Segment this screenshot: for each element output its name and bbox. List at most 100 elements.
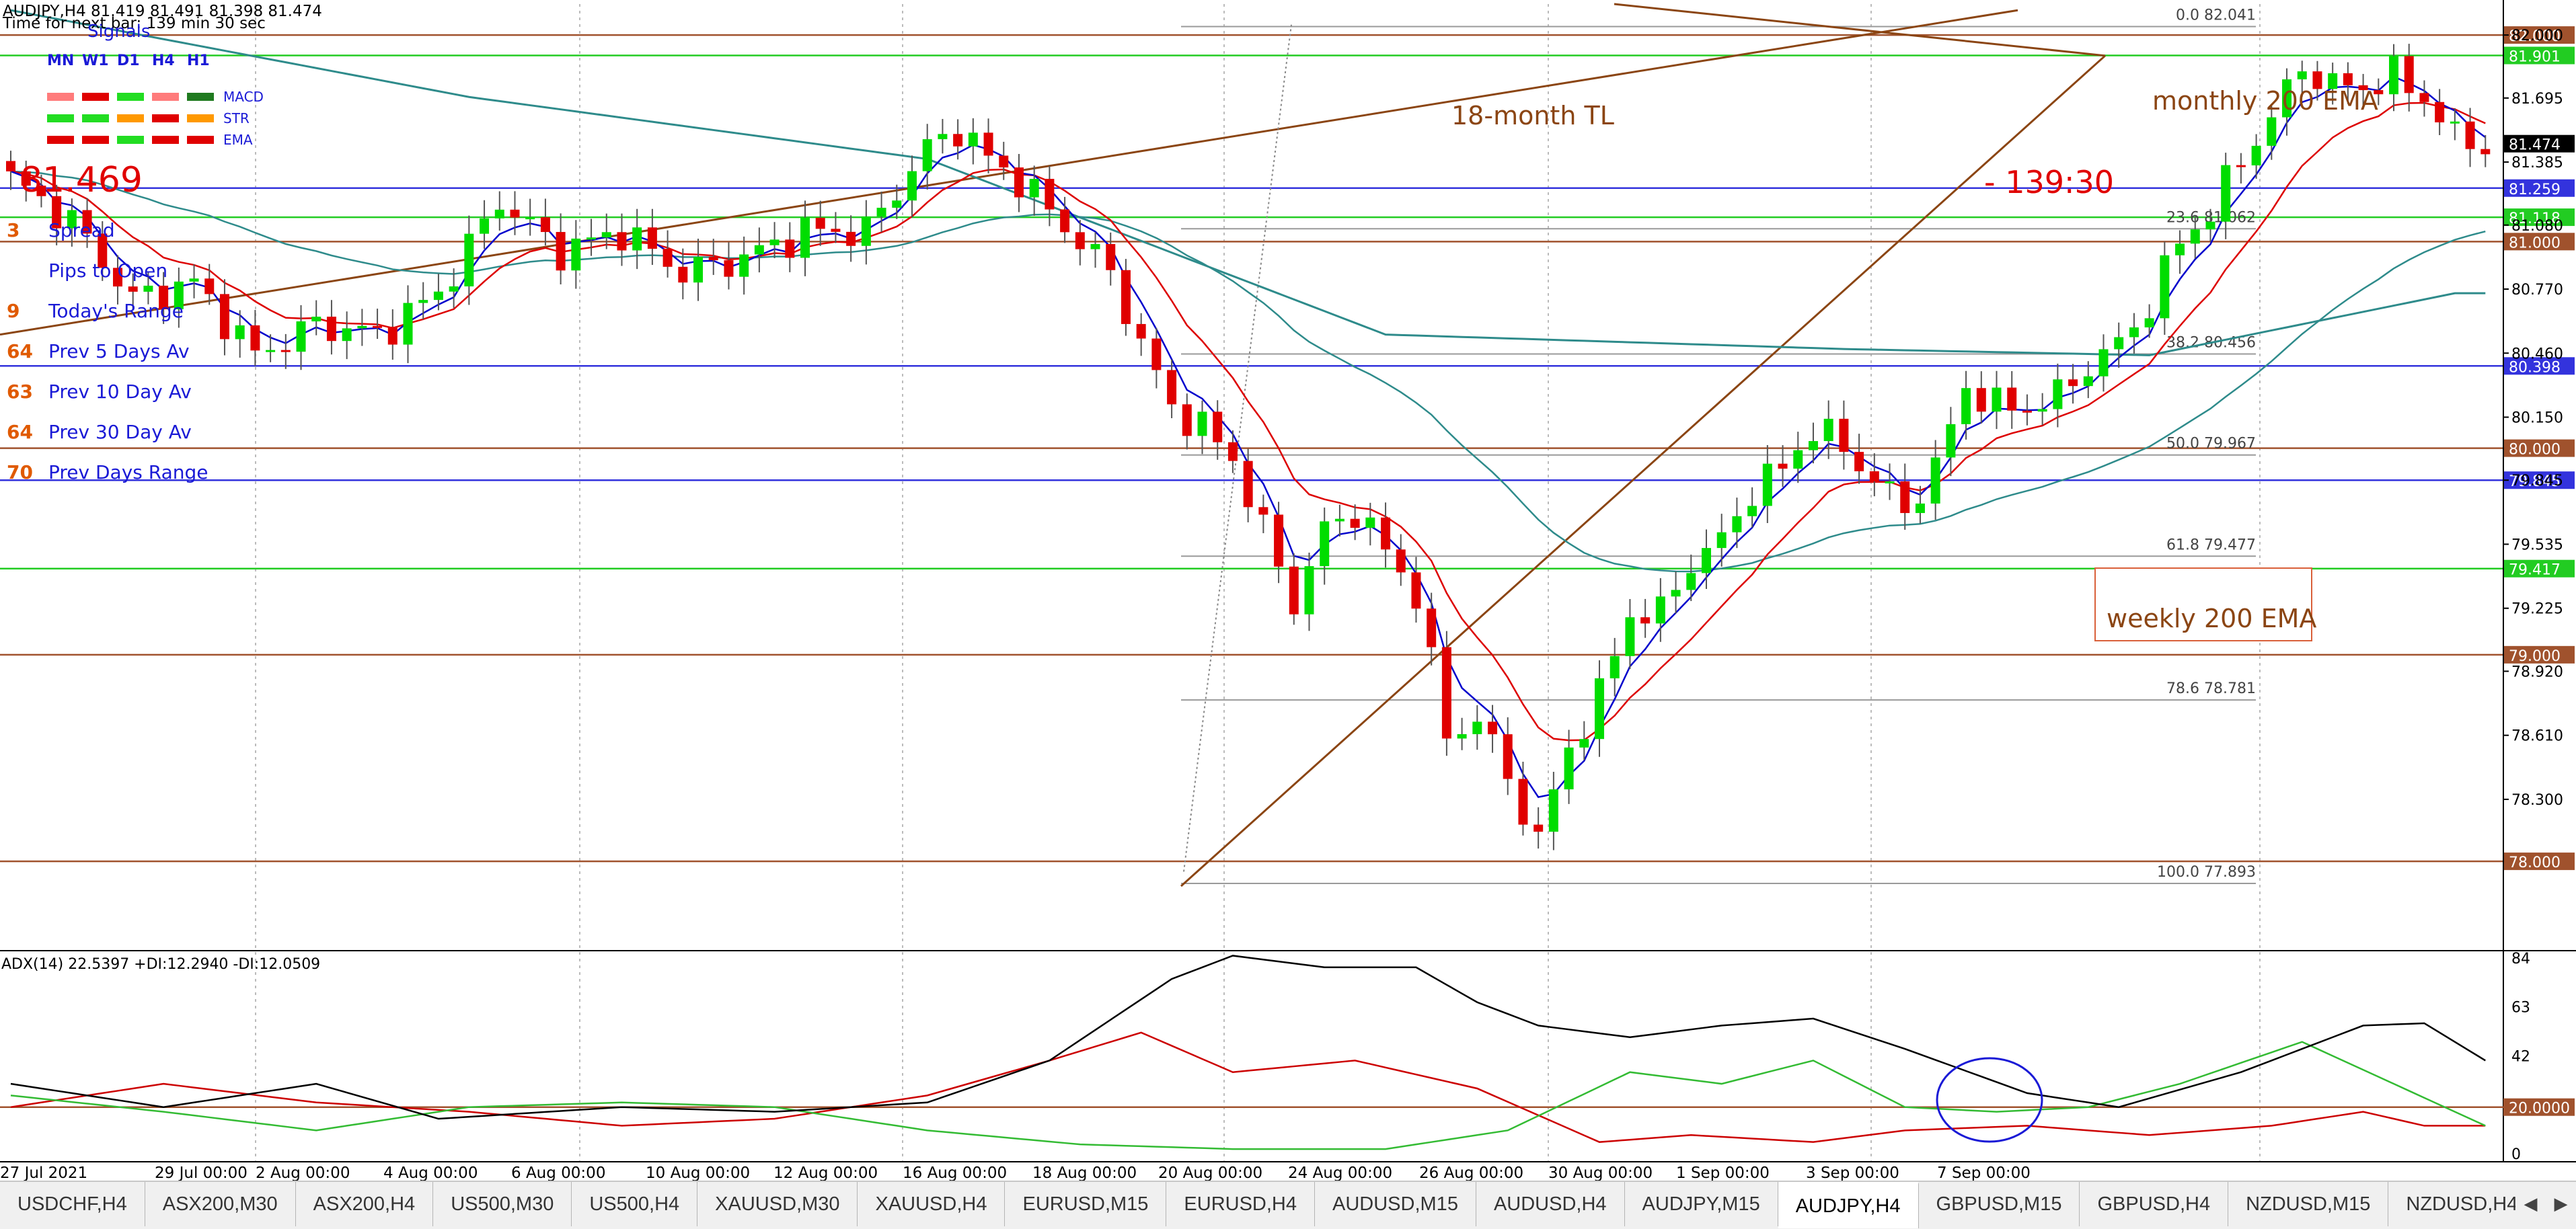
candle-body bbox=[540, 217, 550, 233]
candle-body bbox=[1869, 471, 1879, 482]
candle-body bbox=[800, 217, 810, 258]
candle-body bbox=[1885, 481, 1895, 484]
fib-label: 61.8 79.477 bbox=[2166, 537, 2256, 553]
signal-cell bbox=[82, 114, 109, 122]
symbol-tab[interactable]: GBPUSD,H4 bbox=[2080, 1182, 2229, 1226]
signal-cell bbox=[117, 114, 144, 122]
candle-body bbox=[769, 239, 780, 245]
signal-cell bbox=[47, 93, 74, 101]
weekly-ema-box: weekly 200 EMA bbox=[2094, 567, 2316, 641]
symbol-tabs: USDCHF,H4 ASX200,M30 ASX200,H4 US500,M30 US5… bbox=[0, 1181, 2576, 1229]
candle-body bbox=[2343, 73, 2353, 85]
symbol-tab[interactable]: USDCHF,H4 bbox=[0, 1182, 145, 1226]
adx-main-line bbox=[10, 955, 2486, 1120]
symbol-tab[interactable]: XAUUSD,H4 bbox=[858, 1182, 1006, 1226]
tf-label: H4 bbox=[152, 52, 175, 69]
candle-body bbox=[525, 217, 535, 220]
candle-body bbox=[632, 227, 642, 251]
trendline-ascending bbox=[1180, 54, 2107, 887]
bid-price: 81.469 bbox=[20, 160, 143, 200]
info-row: 64 Prev 5 Days Av bbox=[7, 340, 190, 362]
candle-body bbox=[1136, 323, 1146, 339]
candle-body bbox=[754, 245, 764, 255]
adx-tick-label: 42 bbox=[2511, 1048, 2530, 1065]
candle-body bbox=[1151, 338, 1162, 370]
signal-cell bbox=[117, 136, 144, 144]
signal-cell bbox=[82, 93, 109, 101]
bar-time-remaining: Time for next bar: 139 min 30 sec bbox=[3, 15, 266, 32]
scroll-left-icon[interactable]: ◀ bbox=[2524, 1194, 2538, 1214]
fib-diagonal bbox=[1183, 24, 1292, 872]
level-price-text: 78.000 bbox=[2509, 855, 2561, 871]
candle-body bbox=[1121, 270, 1131, 324]
current-price-text: 81.474 bbox=[2509, 137, 2561, 154]
candle-body bbox=[296, 321, 306, 352]
symbol-tab[interactable]: AUDJPY,H4 bbox=[1778, 1182, 1919, 1228]
candle-body bbox=[82, 210, 92, 234]
candle-body bbox=[1839, 418, 1849, 452]
candle-body bbox=[266, 350, 276, 352]
candle-body bbox=[2129, 327, 2139, 338]
price-tick-label: 79.225 bbox=[2511, 601, 2563, 618]
candle-body bbox=[1182, 404, 1192, 436]
candle-body bbox=[204, 278, 215, 294]
candle-body bbox=[2037, 409, 2047, 412]
adx-highlight-circle bbox=[1936, 1057, 2043, 1143]
candle-body bbox=[617, 232, 627, 251]
current-price-tag bbox=[2503, 134, 2575, 153]
candle-body bbox=[2083, 376, 2093, 387]
symbol-tab[interactable]: AUDUSD,H4 bbox=[1476, 1182, 1625, 1226]
time-tick-label: 6 Aug 00:00 bbox=[511, 1164, 605, 1181]
candle-body bbox=[1747, 506, 1757, 516]
candle-body bbox=[953, 134, 963, 147]
symbol-tab[interactable]: ASX200,H4 bbox=[296, 1182, 434, 1226]
symbol-tab[interactable]: US500,H4 bbox=[572, 1182, 698, 1226]
time-tick-label: 18 Aug 00:00 bbox=[1032, 1164, 1137, 1181]
info-row: Pips to Open bbox=[7, 260, 167, 282]
candle-body bbox=[1411, 572, 1421, 609]
scroll-right-icon[interactable]: ▶ bbox=[2554, 1194, 2568, 1214]
symbol-tab[interactable]: AUDJPY,M15 bbox=[1625, 1182, 1778, 1226]
level-price-tag bbox=[2503, 853, 2575, 871]
tf-label: MN bbox=[47, 52, 75, 69]
symbol-tab[interactable]: XAUUSD,M30 bbox=[697, 1182, 858, 1226]
candle-body bbox=[571, 238, 581, 271]
info-label: Pips to Open bbox=[48, 260, 168, 282]
candle-body bbox=[1518, 779, 1528, 825]
candle-body bbox=[1289, 566, 1299, 614]
candle-body bbox=[6, 161, 15, 171]
fib-label: 50.0 79.967 bbox=[2166, 436, 2256, 452]
signal-cell bbox=[187, 114, 214, 122]
candle-body bbox=[1533, 824, 1544, 832]
candle-body bbox=[999, 155, 1009, 168]
candle-body bbox=[21, 171, 31, 186]
symbol-tab[interactable]: AUDUSD,M15 bbox=[1315, 1182, 1476, 1226]
candle-body bbox=[2190, 229, 2200, 244]
level-price-tag bbox=[2503, 439, 2575, 457]
candle-body bbox=[1579, 739, 1589, 748]
candle-body bbox=[1304, 566, 1314, 614]
price-tick-label: 81.695 bbox=[2511, 91, 2563, 108]
candle-body bbox=[907, 171, 917, 201]
fib-label: 0.0 82.041 bbox=[2176, 7, 2256, 24]
symbol-tab[interactable]: GBPUSD,M15 bbox=[1919, 1182, 2080, 1226]
symbol-tab[interactable]: ASX200,M30 bbox=[145, 1182, 296, 1226]
candle-body bbox=[1946, 424, 1956, 458]
candle-body bbox=[98, 233, 108, 268]
symbol-tab[interactable]: NZDUSD,M15 bbox=[2228, 1182, 2389, 1226]
symbol-tab[interactable]: EURUSD,H4 bbox=[1166, 1182, 1316, 1226]
candle-body bbox=[647, 227, 657, 249]
symbol-tab[interactable]: EURUSD,M15 bbox=[1005, 1182, 1167, 1226]
candle-body bbox=[418, 300, 428, 303]
trendline-label: 18-month TL bbox=[1451, 101, 1614, 130]
info-value: 9 bbox=[7, 300, 20, 322]
adx-label: ADX(14) 22.5397 +DI:12.2940 -DI:12.0509 bbox=[1, 956, 321, 973]
candle-body bbox=[1075, 232, 1085, 249]
candle-body bbox=[1762, 463, 1772, 506]
candle-body bbox=[2312, 71, 2322, 89]
symbol-tab[interactable]: NZDUSD,H4 bbox=[2388, 1182, 2536, 1226]
symbol-tab[interactable]: US500,M30 bbox=[433, 1182, 572, 1226]
price-tick-label: 78.920 bbox=[2511, 664, 2563, 680]
candle-body bbox=[586, 237, 597, 240]
candle-body bbox=[1778, 463, 1788, 469]
